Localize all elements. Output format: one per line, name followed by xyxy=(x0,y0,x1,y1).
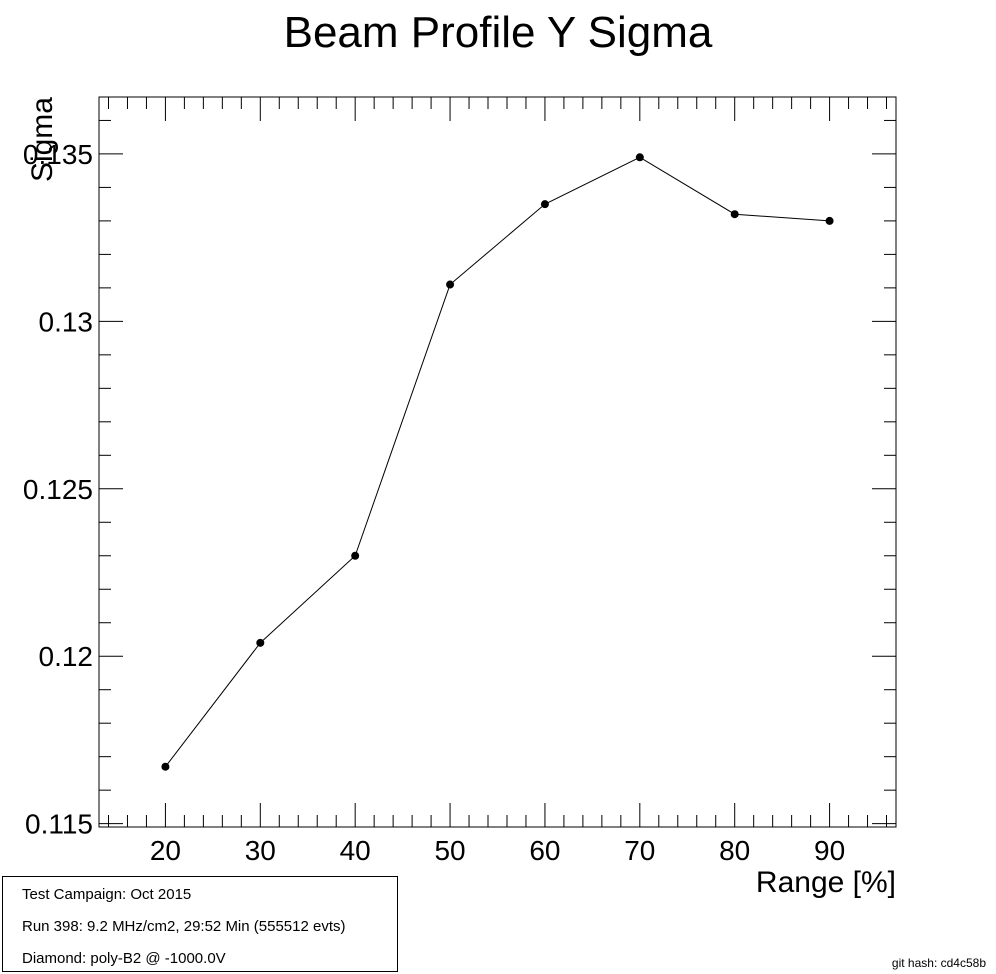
run-info-box: Test Campaign: Oct 2015 Run 398: 9.2 MHz… xyxy=(2,876,398,972)
axis-tick-labels: 20 30 40 50 60 70 80 90 0.115 0.12 0.125 0.13 0.135 xyxy=(23,139,845,866)
data-point xyxy=(161,762,170,771)
plot-frame xyxy=(98,96,897,828)
y-axis-label: Sigma xyxy=(26,97,59,182)
x-tick-label: 70 xyxy=(624,835,655,866)
git-hash-label: git hash: cd4c58b xyxy=(891,956,986,970)
data-point xyxy=(256,638,265,647)
y-tick-label: 0.115 xyxy=(25,809,93,840)
data-points xyxy=(161,153,834,771)
x-tick-label: 40 xyxy=(340,835,371,866)
x-tick-label: 50 xyxy=(434,835,465,866)
diamond-info-text: Diamond: poly-B2 @ -1000.0V xyxy=(22,950,226,967)
data-point xyxy=(730,210,739,219)
x-axis-label: Range [%] xyxy=(756,866,896,899)
x-tick-label: 30 xyxy=(245,835,276,866)
x-tick-label: 90 xyxy=(814,835,845,866)
data-point xyxy=(446,280,455,289)
run-info-text: Run 398: 9.2 MHz/cm2, 29:52 Min (555512 … xyxy=(22,918,346,935)
y-tick-label: 0.13 xyxy=(39,306,94,337)
campaign-text: Test Campaign: Oct 2015 xyxy=(22,886,192,903)
x-tick-label: 20 xyxy=(150,835,181,866)
data-point xyxy=(825,216,834,225)
axis-ticks xyxy=(99,97,896,827)
y-tick-label: 0.125 xyxy=(23,474,93,505)
data-point xyxy=(540,200,549,209)
x-tick-label: 80 xyxy=(719,835,750,866)
y-tick-label: 0.12 xyxy=(39,641,94,672)
y-tick-label: 0.135 xyxy=(23,139,93,170)
x-tick-label: 60 xyxy=(529,835,560,866)
series-line xyxy=(165,156,830,768)
data-point xyxy=(351,551,360,560)
chart-title: Beam Profile Y Sigma xyxy=(284,8,713,57)
data-point xyxy=(635,153,644,162)
